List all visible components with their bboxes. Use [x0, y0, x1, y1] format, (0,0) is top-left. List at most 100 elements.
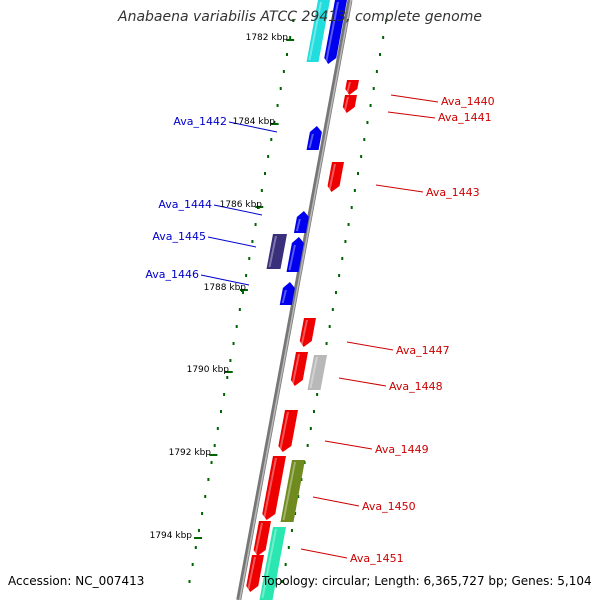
feature-cyan-top[interactable]: [306, 0, 330, 62]
minor-tick-right: [331, 308, 334, 311]
genome-title: Anabaena variabilis ATCC 29413, complete…: [118, 9, 482, 25]
minor-tick-left: [207, 478, 210, 481]
leader-line: [312, 496, 360, 507]
gene-Ava_1446-glyph-shine: [281, 290, 287, 303]
minor-tick-left: [191, 563, 194, 566]
gene-label-Ava_1444[interactable]: Ava_1444: [158, 198, 212, 211]
gene-Ava_1447-glyph-body: [299, 318, 316, 347]
gene-Ava_1451-glyph[interactable]: [253, 521, 271, 556]
gene-label-Ava_1441[interactable]: Ava_1441: [438, 111, 492, 124]
gene-Ava_1451b-glyph[interactable]: [259, 527, 286, 600]
minor-tick-right: [316, 393, 319, 396]
minor-tick-right: [360, 155, 363, 158]
gene-Ava_1449-glyph[interactable]: [278, 410, 298, 452]
minor-tick-right: [284, 563, 287, 566]
minor-tick-right: [347, 223, 350, 226]
leader-line: [375, 184, 424, 193]
gene-Ava_1440-glyph-body: [345, 80, 359, 95]
gene-Ava_1450b-glyph-shine: [282, 462, 296, 520]
gene-Ava_1450-glyph[interactable]: [262, 456, 286, 520]
minor-tick-right: [382, 36, 385, 39]
gene-Ava_1442-glyph-shine: [308, 134, 314, 148]
gene-Ava_1450b-glyph[interactable]: [280, 460, 305, 522]
gene-label-Ava_1449[interactable]: Ava_1449: [375, 443, 429, 456]
gene-Ava_1441-glyph[interactable]: [342, 95, 357, 113]
minor-tick-right: [325, 342, 328, 345]
kbp-label: 1788 kbp: [204, 283, 247, 293]
minor-tick-right: [290, 529, 293, 532]
minor-tick-left: [213, 444, 216, 447]
minor-tick-left: [270, 138, 273, 141]
gene-Ava_1448-glyph-body: [290, 352, 308, 386]
gene-Ava_1440-glyph-shine: [346, 82, 351, 93]
major-tick: [286, 39, 295, 41]
gene-label-Ava_1443[interactable]: Ava_1443: [426, 186, 480, 199]
gene-Ava_1448b-glyph-body: [307, 355, 327, 390]
minor-tick-left: [279, 87, 282, 90]
minor-tick-left: [204, 495, 207, 498]
minor-tick-right: [341, 257, 344, 260]
gene-Ava_1444-glyph[interactable]: [293, 211, 309, 233]
gene-Ava_1448b-glyph[interactable]: [307, 355, 327, 390]
minor-tick-right: [350, 206, 353, 209]
gene-Ava_1447-glyph[interactable]: [299, 318, 316, 347]
gene-label-Ava_1451[interactable]: Ava_1451: [350, 552, 404, 565]
feature-blue-top[interactable]: [324, 0, 347, 64]
minor-tick-right: [369, 104, 372, 107]
feature-cyan-top-shine: [308, 2, 322, 60]
minor-tick-right: [372, 87, 375, 90]
gene-Ava_1446-glyph-body: [279, 282, 295, 305]
gene-Ava_1447-glyph-shine: [300, 320, 308, 345]
gene-Ava_1443-glyph-body: [327, 162, 344, 192]
gene-Ava_1448-glyph-shine: [291, 354, 300, 384]
major-tick: [270, 123, 279, 125]
gene-Ava_1445-glyph[interactable]: [266, 234, 287, 269]
gene-label-Ava_1450[interactable]: Ava_1450: [362, 500, 416, 513]
minor-tick-left: [260, 189, 263, 192]
feature-blue-top-body: [324, 0, 347, 64]
genome-backbone-highlight: [238, 0, 352, 600]
minor-tick-left: [248, 257, 251, 260]
gene-label-Ava_1445[interactable]: Ava_1445: [152, 230, 206, 243]
minor-tick-left: [289, 36, 292, 39]
gene-Ava_1451b-glyph-shine: [261, 529, 277, 598]
minor-tick-left: [245, 274, 248, 277]
gene-Ava_1441-glyph-shine: [343, 97, 349, 111]
gene-bottom-glyph[interactable]: [246, 555, 264, 592]
major-tick: [255, 206, 264, 208]
gene-Ava_1442-glyph-body: [306, 126, 322, 150]
minor-tick-right: [385, 19, 388, 22]
gene-Ava_1442-glyph[interactable]: [306, 126, 322, 150]
minor-tick-left: [235, 325, 238, 328]
gene-Ava_1448-glyph[interactable]: [290, 352, 308, 386]
minor-tick-right: [375, 70, 378, 73]
gene-Ava_1443-glyph[interactable]: [327, 162, 344, 192]
gene-Ava_1445b-glyph[interactable]: [286, 237, 304, 272]
gene-Ava_1450-glyph-shine: [263, 458, 277, 518]
leader-line: [300, 548, 348, 559]
minor-tick-right: [328, 325, 331, 328]
major-tick: [209, 454, 218, 456]
gene-label-Ava_1448[interactable]: Ava_1448: [389, 380, 443, 393]
gene-Ava_1451-glyph-body: [253, 521, 271, 556]
minor-tick-left: [229, 359, 232, 362]
minor-tick-right: [366, 121, 369, 124]
minor-tick-right: [312, 410, 315, 413]
minor-tick-left: [216, 427, 219, 430]
gene-label-Ava_1446[interactable]: Ava_1446: [145, 268, 199, 281]
minor-tick-left: [282, 70, 285, 73]
kbp-label: 1794 kbp: [150, 531, 193, 541]
minor-tick-left: [238, 308, 241, 311]
minor-tick-left: [286, 53, 289, 56]
gene-label-Ava_1447[interactable]: Ava_1447: [396, 344, 450, 357]
gene-Ava_1440-glyph[interactable]: [345, 80, 359, 95]
minor-tick-right: [379, 53, 382, 56]
gene-Ava_1444-glyph-body: [293, 211, 309, 233]
gene-bottom-glyph-shine: [247, 557, 256, 590]
minor-tick-left: [241, 291, 244, 294]
gene-label-Ava_1440[interactable]: Ava_1440: [441, 95, 495, 108]
gene-Ava_1446-glyph[interactable]: [279, 282, 295, 305]
gene-label-Ava_1442[interactable]: Ava_1442: [173, 115, 227, 128]
